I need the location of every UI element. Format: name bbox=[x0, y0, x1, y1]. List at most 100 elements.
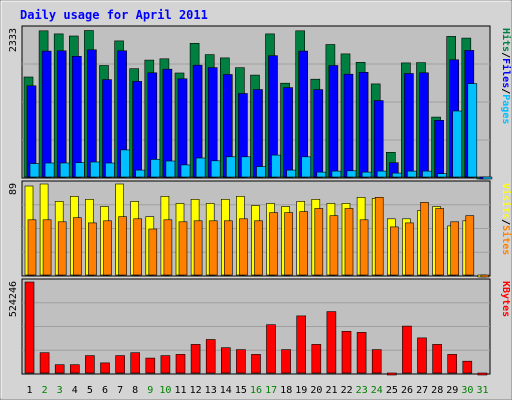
bar-visits-sites-day-4 bbox=[73, 217, 82, 276]
x-tick-day-3: 3 bbox=[57, 385, 63, 396]
bar-visits-sites-day-20 bbox=[314, 208, 324, 276]
bar-usage-files-day-22 bbox=[343, 73, 354, 178]
bar-kbytes-kbytes-day-13 bbox=[205, 339, 216, 374]
legend-entry-visits-2: Sites bbox=[500, 225, 512, 255]
chart-title: Daily usage for April 2011 bbox=[20, 8, 208, 22]
bar-kbytes-kbytes-day-26 bbox=[402, 325, 412, 374]
bar-kbytes-kbytes-day-11 bbox=[175, 354, 186, 374]
x-tick-day-8: 8 bbox=[132, 385, 138, 396]
bar-visits-sites-day-3 bbox=[57, 221, 67, 276]
bar-visits-sites-day-25 bbox=[389, 226, 399, 276]
bar-kbytes-kbytes-day-9 bbox=[145, 357, 156, 374]
bar-usage-pages-day-19 bbox=[301, 156, 312, 178]
x-tick-day-1: 1 bbox=[26, 385, 32, 396]
bar-usage-pages-day-21 bbox=[331, 170, 342, 178]
bar-usage-files-day-24 bbox=[373, 100, 384, 178]
bar-visits-sites-day-9 bbox=[148, 228, 158, 276]
bar-kbytes-kbytes-day-21 bbox=[326, 311, 337, 374]
legend-usage: Hits/Files/Pages bbox=[500, 28, 512, 124]
bar-visits-sites-day-21 bbox=[329, 215, 339, 276]
x-tick-day-7: 7 bbox=[117, 385, 123, 396]
bar-usage-pages-day-30 bbox=[467, 83, 478, 178]
bar-visits-sites-day-1 bbox=[27, 219, 37, 276]
bar-kbytes-kbytes-day-30 bbox=[462, 360, 473, 374]
bar-usage-pages-day-23 bbox=[361, 171, 372, 178]
x-tick-day-14: 14 bbox=[220, 385, 232, 396]
bar-visits-sites-day-7 bbox=[118, 216, 127, 276]
bar-usage-files-day-2 bbox=[41, 50, 52, 178]
bar-usage-files-day-20 bbox=[313, 89, 324, 178]
x-tick-day-15: 15 bbox=[235, 385, 247, 396]
bar-usage-files-day-11 bbox=[177, 78, 188, 178]
bar-kbytes-kbytes-day-31 bbox=[477, 372, 488, 376]
panel-kbytes: 524246 KBytes bbox=[8, 278, 511, 376]
bar-kbytes-kbytes-day-24 bbox=[371, 349, 382, 374]
legend-entry-usage-0: Hits bbox=[500, 28, 512, 52]
legend-kbytes: KBytes bbox=[500, 281, 511, 317]
bar-kbytes-kbytes-day-23 bbox=[356, 332, 367, 374]
bar-visits-sites-day-19 bbox=[299, 211, 309, 276]
x-tick-day-6: 6 bbox=[102, 385, 108, 396]
x-tick-day-27: 27 bbox=[416, 385, 428, 396]
bar-usage-pages-day-17 bbox=[271, 154, 281, 178]
bar-kbytes-kbytes-day-6 bbox=[100, 362, 110, 374]
y-tick-usage: 2333 bbox=[8, 28, 19, 52]
x-tick-day-25: 25 bbox=[386, 385, 398, 396]
bar-visits-sites-day-28 bbox=[435, 208, 444, 276]
legend-entry-usage-2: Files bbox=[500, 58, 512, 88]
x-tick-day-11: 11 bbox=[174, 385, 186, 396]
x-tick-day-19: 19 bbox=[295, 385, 307, 396]
bar-visits-sites-day-13 bbox=[208, 220, 218, 276]
bar-usage-pages-day-14 bbox=[226, 156, 236, 178]
legend-entry-visits-1: / bbox=[500, 219, 511, 225]
bar-usage-pages-day-3 bbox=[59, 162, 70, 178]
x-tick-day-30: 30 bbox=[461, 385, 473, 396]
bar-usage-pages-day-31 bbox=[482, 176, 493, 180]
x-tick-day-24: 24 bbox=[371, 385, 383, 396]
bar-usage-pages-day-18 bbox=[286, 169, 296, 178]
x-tick-day-18: 18 bbox=[280, 385, 292, 396]
x-tick-day-21: 21 bbox=[325, 385, 337, 396]
bar-kbytes-kbytes-day-16 bbox=[251, 354, 261, 374]
bar-kbytes-kbytes-day-15 bbox=[236, 349, 246, 374]
x-tick-day-12: 12 bbox=[190, 385, 202, 396]
bar-kbytes-kbytes-day-5 bbox=[85, 355, 95, 374]
panel-usage: 2333 Hits/Files/Pages bbox=[8, 25, 512, 180]
x-tick-day-17: 17 bbox=[265, 385, 277, 396]
bar-kbytes-kbytes-day-2 bbox=[39, 352, 50, 374]
bar-usage-files-day-5 bbox=[87, 49, 97, 178]
bar-visits-sites-day-22 bbox=[344, 208, 354, 276]
bar-kbytes-kbytes-day-18 bbox=[281, 349, 291, 374]
y-tick-kbytes: 524246 bbox=[8, 281, 19, 317]
bar-kbytes-kbytes-day-19 bbox=[296, 315, 307, 374]
bar-usage-pages-day-9 bbox=[150, 159, 161, 178]
bar-kbytes-kbytes-day-29 bbox=[447, 354, 458, 374]
x-tick-day-31: 31 bbox=[476, 385, 488, 396]
bar-usage-pages-day-4 bbox=[75, 162, 85, 178]
bar-kbytes-kbytes-day-27 bbox=[417, 337, 427, 374]
bar-usage-pages-day-10 bbox=[165, 160, 176, 178]
bar-usage-files-day-23 bbox=[358, 72, 369, 178]
bar-kbytes-kbytes-day-7 bbox=[115, 355, 125, 374]
bar-visits-sites-day-2 bbox=[42, 219, 52, 276]
bar-usage-files-day-4 bbox=[72, 55, 82, 178]
bar-kbytes-kbytes-day-28 bbox=[432, 344, 442, 374]
bar-visits-sites-day-31 bbox=[480, 274, 490, 278]
bar-usage-files-day-28 bbox=[434, 120, 444, 178]
bar-visits-sites-day-23 bbox=[359, 219, 369, 276]
bar-visits-sites-day-24 bbox=[374, 197, 384, 276]
bar-usage-pages-day-1 bbox=[29, 163, 40, 178]
bar-visits-sites-day-17 bbox=[269, 212, 278, 276]
x-tick-day-29: 29 bbox=[446, 385, 458, 396]
bar-usage-pages-day-5 bbox=[90, 161, 100, 178]
y-tick-visits: 89 bbox=[8, 183, 19, 195]
bar-usage-pages-day-7 bbox=[120, 149, 130, 178]
bar-usage-pages-day-16 bbox=[256, 166, 266, 178]
bar-usage-pages-day-2 bbox=[44, 162, 55, 178]
bar-usage-pages-day-25 bbox=[391, 172, 402, 178]
bar-usage-pages-day-27 bbox=[422, 170, 432, 178]
bar-kbytes-kbytes-day-3 bbox=[54, 364, 65, 374]
bar-visits-sites-day-5 bbox=[88, 222, 97, 276]
